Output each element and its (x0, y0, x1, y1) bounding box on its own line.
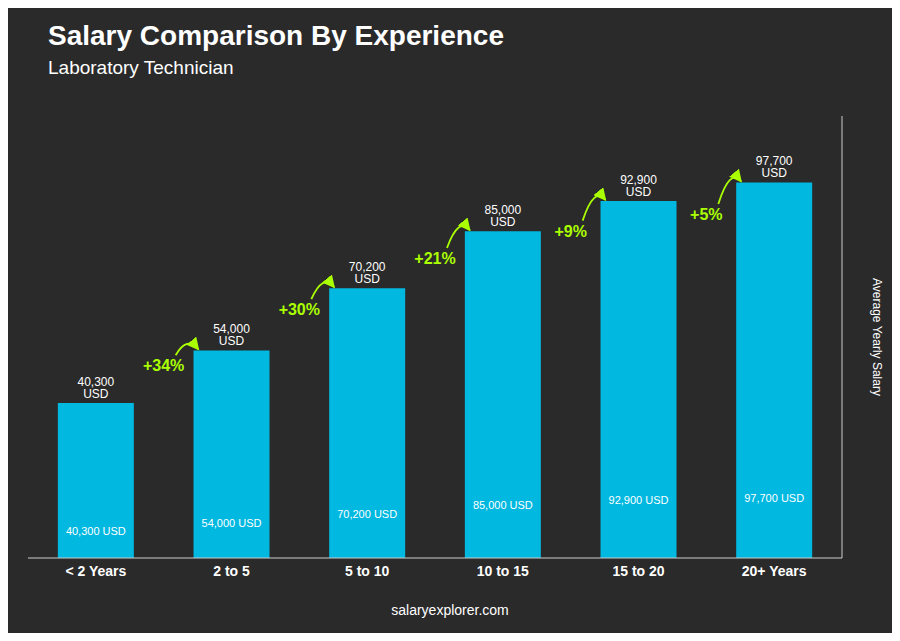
html-text:Salary Comparison By Experienc: Salary Comparison By Experience (48, 20, 504, 51)
svg-text:85,000 USD: 85,000 USD (473, 499, 533, 511)
svg-text:2 to 5: 2 to 5 (213, 563, 250, 579)
svg-text:5 to 10: 5 to 10 (345, 563, 390, 579)
svg-text:97,700USD: 97,700USD (756, 154, 793, 180)
svg-text:54,000 USD: 54,000 USD (202, 517, 262, 529)
svg-text:+34%: +34% (143, 357, 184, 374)
html-text:salaryexplorer.com: salaryexplorer.com (391, 602, 509, 618)
svg-text:40,300USD: 40,300USD (77, 375, 114, 401)
svg-text:70,200USD: 70,200USD (349, 260, 386, 286)
svg-text:10 to 15: 10 to 15 (477, 563, 529, 579)
svg-text:Average Yearly Salary: Average Yearly Salary (870, 278, 884, 396)
svg-text:15 to 20: 15 to 20 (612, 563, 664, 579)
svg-text:+30%: +30% (279, 301, 320, 318)
svg-text:70,200 USD: 70,200 USD (337, 508, 397, 520)
svg-text:+21%: +21% (414, 250, 455, 267)
svg-text:+5%: +5% (690, 206, 722, 223)
svg-text:97,700 USD: 97,700 USD (744, 492, 804, 504)
svg-text:54,000USD: 54,000USD (213, 322, 250, 348)
svg-text:< 2 Years: < 2 Years (65, 563, 126, 579)
svg-text:20+ Years: 20+ Years (742, 563, 807, 579)
svg-text:92,900 USD: 92,900 USD (609, 494, 669, 506)
svg-text:40,300 USD: 40,300 USD (66, 525, 126, 537)
svg-text:92,900USD: 92,900USD (620, 173, 657, 199)
svg-text:85,000USD: 85,000USD (484, 203, 521, 229)
svg-text:+9%: +9% (554, 223, 586, 240)
html-text:Laboratory Technician: Laboratory Technician (48, 57, 234, 78)
